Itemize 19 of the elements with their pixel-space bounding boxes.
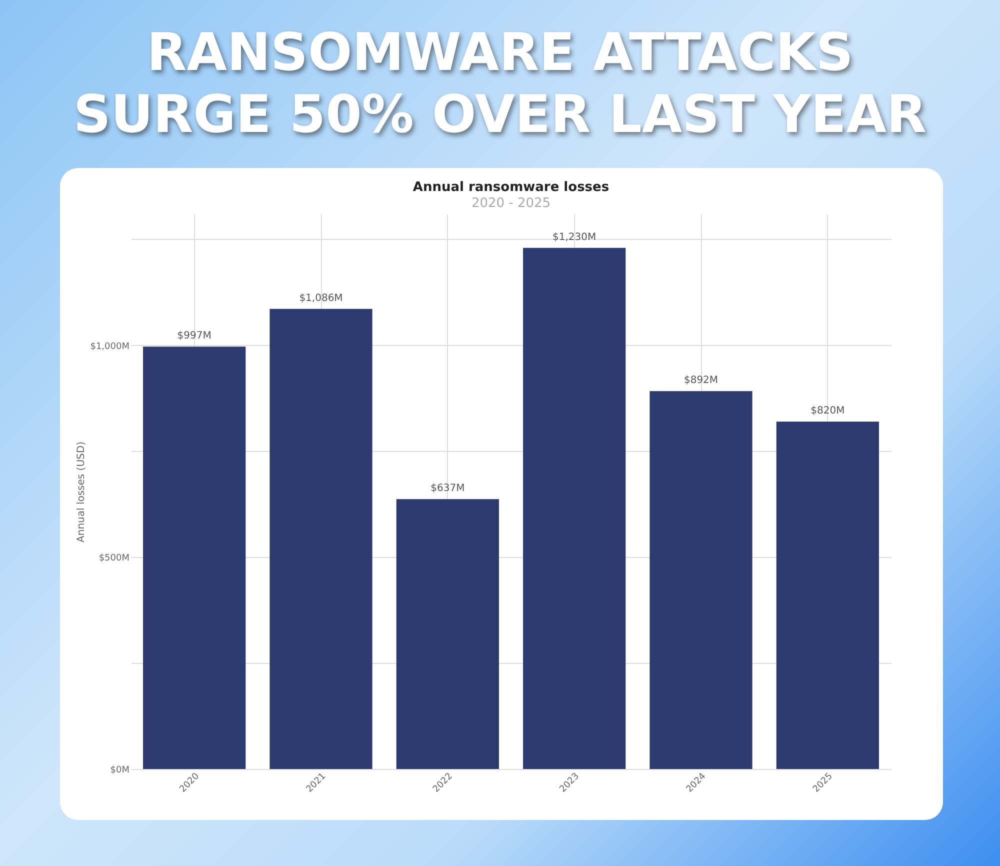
data-label: $637M	[430, 483, 465, 494]
bar	[523, 248, 626, 769]
y-tick-label: $0M	[110, 766, 130, 776]
chart-title: RANSOMWARE ATTACKS SURGE 50% OVER LAST YEAR	[72, 22, 928, 146]
data-label: $1,086M	[299, 292, 343, 304]
text: 2020 - 2025	[471, 196, 551, 211]
data-label: $820M	[810, 406, 845, 417]
bar	[396, 499, 499, 769]
y-tick-label: $500M	[98, 554, 130, 564]
bar	[650, 391, 752, 769]
y-tick-label: $1,000M	[90, 342, 130, 352]
bar	[143, 346, 246, 769]
bar	[270, 308, 372, 769]
bar	[776, 422, 879, 769]
data-label: $892M	[684, 375, 718, 386]
chart-subtitle: Annual ransomware losses	[412, 180, 610, 195]
y-axis-title: Annual losses (USD)	[76, 441, 88, 542]
data-label: $997M	[177, 330, 212, 342]
data-label: $1,230M	[552, 232, 596, 243]
